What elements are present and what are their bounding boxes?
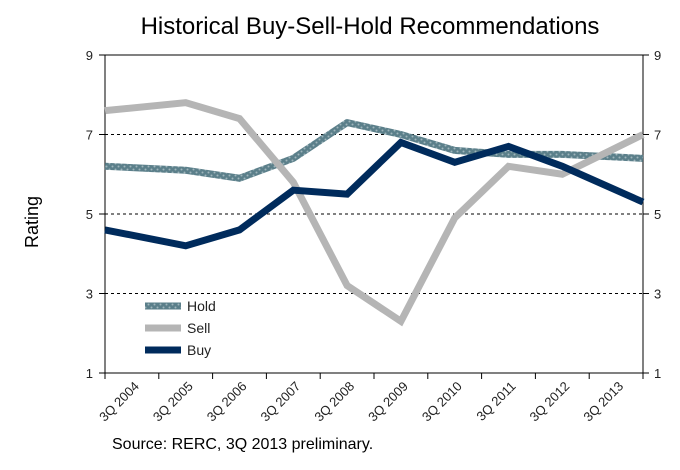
source-note: Source: RERC, 3Q 2013 preliminary. [112, 436, 373, 453]
x-tick-label: 3Q 2012 [527, 379, 573, 425]
x-tick-label: 3Q 2005 [150, 379, 196, 425]
y-axis-right: 1 3 5 7 9 [643, 48, 661, 381]
chart-title: Historical Buy-Sell-Hold Recommendations [141, 13, 600, 40]
y-tick-label: 1 [86, 366, 93, 381]
y-tick-label-right: 5 [654, 207, 661, 222]
y-axis-left: 1 3 5 7 9 [86, 48, 105, 381]
y-tick-label-right: 7 [654, 128, 661, 143]
series-line-sell [104, 99, 645, 327]
legend-label: Sell [187, 320, 210, 336]
series-lines [104, 99, 645, 327]
y-tick-label: 3 [86, 287, 93, 302]
y-tick-label-right: 9 [654, 48, 661, 63]
y-axis-label: Rating [22, 196, 42, 248]
x-tick-label: 3Q 2004 [96, 379, 142, 425]
y-tick-label: 5 [86, 207, 93, 222]
x-tick-label: 3Q 2008 [311, 379, 357, 425]
x-tick-label: 3Q 2007 [258, 379, 304, 425]
x-axis: 3Q 2004 3Q 2005 3Q 2006 3Q 2007 3Q 2008 3Q 20… [96, 373, 644, 425]
x-tick-label: 3Q 2009 [365, 379, 411, 425]
gridlines [105, 134, 643, 294]
legend-label: Hold [187, 298, 216, 314]
x-tick-label: 3Q 2006 [204, 379, 250, 425]
series-line-buy [104, 138, 645, 250]
y-tick-label: 7 [86, 128, 93, 143]
legend: Hold Sell Buy [145, 298, 216, 358]
x-tick-label: 3Q 2011 [473, 379, 518, 424]
legend-label: Buy [187, 342, 211, 358]
y-tick-label-right: 3 [654, 287, 661, 302]
y-tick-label-right: 1 [654, 366, 661, 381]
x-tick-label: 3Q 2010 [419, 379, 465, 425]
y-tick-label: 9 [86, 48, 93, 63]
x-tick-label: 3Q 2013 [580, 379, 626, 425]
